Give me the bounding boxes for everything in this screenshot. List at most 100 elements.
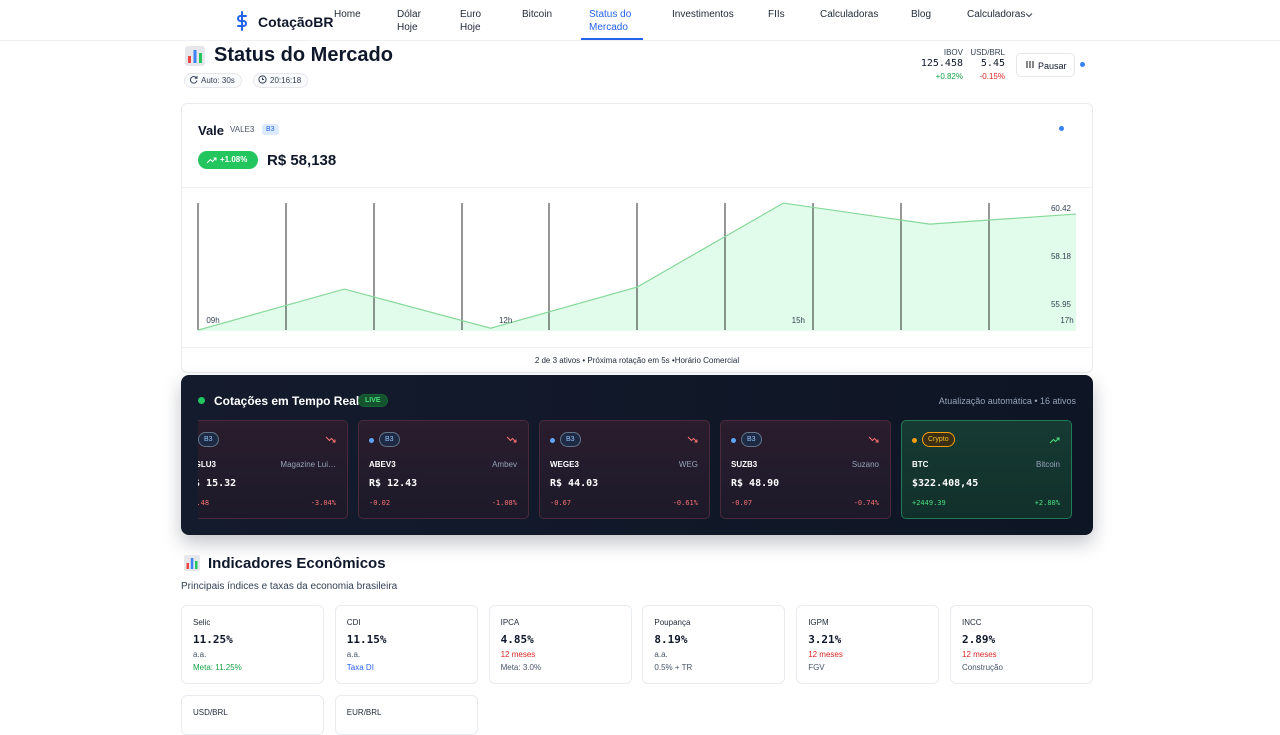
divider [182,347,1092,348]
nav-item[interactable]: Bitcoin [522,9,553,20]
indicator-card: IPCA 4.85% 12 meses Meta: 3.0% [488,605,632,684]
trend-path [1049,437,1060,444]
indicator-card: Selic 11.25% a.a. Meta: 11.25% [181,605,324,684]
live-panel: Cotações em Tempo Real LIVE Atualização … [181,375,1093,535]
live-dot [198,397,205,404]
exchange-dot [912,438,917,443]
trend-path [325,436,336,443]
nav-item[interactable]: Blog [911,9,932,20]
indicator-note: Meta: 3.0% [500,663,542,672]
exchange-badge: B3 [379,432,400,447]
nav-item[interactable]: Status do Mercado [589,9,632,33]
indicator-label: EUR/BRL [346,708,382,717]
live-cards: B3MGLU3Magazine Lui…R$ 15.32-0.48-3.04%B… [198,420,1078,520]
navbar: CotaçãoBR Home Dólar Hoje Euro Hoje Bitcoin… [0,0,1280,41]
ticker-change: +0.82% [935,72,963,81]
indicator-card: IGPM 3.21% 12 meses FGV [796,605,940,684]
exchange-dot [550,438,555,443]
indicator-label: Poupança [654,618,691,627]
quote-change-pct: +2.80% [1034,499,1060,507]
nav-item[interactable]: Investimentos [672,9,734,20]
ticker-value: 5.45 [980,58,1005,69]
indicator-value: 4.85% [500,633,534,646]
trend-icon [687,436,698,443]
indicator-unit: 12 meses [808,650,843,659]
quote-change: -0.67 [550,499,572,507]
indicator-note: FGV [808,663,825,672]
quote-price: R$ 12.43 [369,478,418,489]
indicator-unit: a.a. [346,650,361,659]
clock-icon [258,75,267,84]
quote-change: +2449.39 [912,499,946,507]
exchange-badge: Crypto [922,432,955,447]
quote-price: R$ 15.32 [198,478,237,489]
quote-price: $322.408,45 [912,478,979,489]
indicators-title: Indicadores Econômicos [208,555,386,572]
nav-item[interactable]: FIIs [768,9,785,20]
asset-card: Vale VALE3 B3 +1.08% R$ 58,138 2 de 3 at… [181,103,1093,373]
trend-icon [206,157,217,164]
indicator-note: Meta: 11.25% [193,663,242,672]
nav-item[interactable]: Calculadoras [967,9,1026,20]
nav-item[interactable]: Home [334,9,361,20]
trend-icon [868,436,879,443]
quote-name: Magazine Lui… [280,460,336,469]
quote-card[interactable]: B3 ABEV3 Ambev R$ 12.43 -0.02 -1.08% [358,420,529,519]
indicator-unit: 12 meses [500,650,536,659]
exchange-badge: B3 [198,432,219,447]
status-dot [1080,62,1085,67]
trend-icon [325,436,336,443]
indicator-card: EUR/BRL [334,695,478,735]
quote-change-pct: -0.74% [853,499,879,507]
indicator-card: CDI 11.15% a.a. Taxa DI [334,605,478,684]
asset-price: R$ 58,138 [267,152,337,169]
exchange-dot [731,438,736,443]
ticker-label: IBOV [943,48,963,57]
trend-path [506,436,517,443]
nav-item[interactable]: Dólar Hoje [397,9,421,33]
quote-ticker: MGLU3 [198,460,216,469]
indicator-card: INCC 2.89% 12 meses Construção [950,605,1093,684]
asset-name: Vale [198,123,225,138]
pause-button[interactable]: Pausar [1016,53,1075,77]
quote-ticker: SUZB3 [731,460,758,469]
nav-item[interactable]: Euro Hoje [460,9,482,33]
quote-change: -0.07 [731,499,753,507]
divider [182,187,1092,188]
indicator-card: Poupança 8.19% a.a. 0.5% + TR [642,605,786,684]
quote-card[interactable]: Crypto BTC Bitcoin $322.408,45 +2449.39 +2.80… [901,420,1072,519]
indicator-value: 11.15% [346,633,387,646]
ticker-change: -0.15% [979,72,1005,81]
trend-path [687,436,698,443]
nav-item[interactable]: Calculadoras [820,9,879,20]
indicator-label: INCC [962,618,982,627]
change-badge: +1.08% [198,151,258,169]
quote-change: -0.48 [198,499,210,507]
indicator-unit: a.a. [654,650,668,659]
chart-icon [184,555,200,571]
quote-card[interactable]: B3 MGLU3 Magazine Lui… R$ 15.32 -0.48 -3.04% [198,420,348,519]
quote-card[interactable]: B3 WEGE3 WEG R$ 44.03 -0.67 -0.61% [539,420,710,519]
indicator-label: USD/BRL [193,708,228,717]
quote-ticker: BTC [912,460,929,469]
quote-change-pct: -3.04% [310,499,336,507]
indicator-value: 11.25% [193,633,233,646]
quote-ticker: WEGE3 [550,460,579,469]
quote-name: Suzano [851,460,879,469]
refresh-icon [190,76,198,84]
quote-card[interactable]: B3 SUZB3 Suzano R$ 48.90 -0.07 -0.74% [720,420,891,519]
indicators-subtitle: Principais índices e taxas da economia b… [181,581,398,592]
indicator-label: IPCA [500,618,520,627]
live-badge: LIVE [358,394,388,407]
active-underline [581,38,643,40]
indicator-value: 3.21% [808,633,842,646]
ticker-label: USD/BRL [970,48,1005,57]
indicator-value: 8.19% [654,633,688,646]
quote-name: Bitcoin [1035,460,1060,469]
indicator-unit: 12 meses [962,650,997,659]
indicator-label: CDI [346,618,361,627]
ticker-value: 125.458 [920,58,963,69]
rotation-footer: 2 de 3 ativos • Próxima rotação em 5s •H… [534,356,740,365]
brand[interactable]: CotaçãoBR [258,14,334,30]
